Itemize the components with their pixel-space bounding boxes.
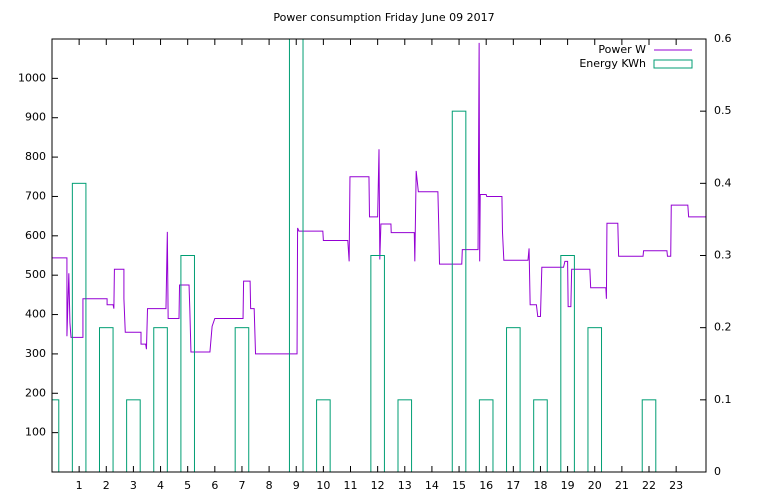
y-tick-label: 800 bbox=[25, 150, 46, 163]
x-tick-label: 13 bbox=[398, 479, 412, 492]
legend-label: Energy KWh bbox=[579, 57, 646, 70]
x-tick-label: 22 bbox=[642, 479, 656, 492]
y2-tick-label: 0.1 bbox=[714, 393, 732, 406]
chart-title: Power consumption Friday June 09 2017 bbox=[273, 11, 494, 24]
energy-bar bbox=[451, 110, 467, 472]
energy-bar bbox=[52, 399, 60, 472]
x-tick-label: 20 bbox=[588, 479, 602, 492]
energy-bar bbox=[180, 255, 195, 472]
x-tick-label: 7 bbox=[238, 479, 245, 492]
energy-bar bbox=[587, 327, 603, 472]
energy-bar bbox=[641, 399, 657, 472]
energy-bar bbox=[153, 327, 168, 472]
x-tick-label: 9 bbox=[293, 479, 300, 492]
energy-bar bbox=[533, 399, 548, 472]
x-tick-label: 23 bbox=[669, 479, 683, 492]
y-tick-label: 900 bbox=[25, 111, 46, 124]
y-tick-label: 200 bbox=[25, 386, 46, 399]
y-tick-label: 400 bbox=[25, 308, 46, 321]
y-tick-label: 500 bbox=[25, 268, 46, 281]
x-tick-label: 19 bbox=[561, 479, 575, 492]
y2-tick-label: 0.6 bbox=[714, 32, 732, 45]
power-line bbox=[52, 42, 706, 355]
energy-bar bbox=[370, 255, 385, 472]
x-tick-label: 3 bbox=[130, 479, 137, 492]
y-tick-label: 100 bbox=[25, 426, 46, 439]
energy-bar bbox=[234, 327, 250, 472]
y2-tick-label: 0.2 bbox=[714, 321, 732, 334]
x-tick-label: 8 bbox=[266, 479, 273, 492]
y2-tick-label: 0.5 bbox=[714, 104, 732, 117]
x-tick-label: 10 bbox=[316, 479, 330, 492]
x-tick-label: 14 bbox=[425, 479, 439, 492]
energy-bar bbox=[560, 255, 575, 472]
x-tick-label: 2 bbox=[103, 479, 110, 492]
energy-bar bbox=[126, 399, 141, 472]
y-tick-label: 700 bbox=[25, 189, 46, 202]
x-tick-label: 17 bbox=[506, 479, 520, 492]
x-tick-label: 1 bbox=[76, 479, 83, 492]
legend-label: Power W bbox=[598, 43, 646, 56]
x-tick-label: 18 bbox=[533, 479, 547, 492]
energy-bar bbox=[71, 182, 87, 472]
x-tick-label: 4 bbox=[157, 479, 164, 492]
energy-bar bbox=[478, 399, 494, 472]
energy-bar bbox=[98, 327, 114, 472]
x-tick-label: 6 bbox=[211, 479, 218, 492]
x-tick-label: 16 bbox=[479, 479, 493, 492]
y-tick-label: 300 bbox=[25, 347, 46, 360]
y-tick-label: 600 bbox=[25, 229, 46, 242]
y2-tick-label: 0.3 bbox=[714, 249, 732, 262]
energy-bar bbox=[288, 39, 304, 472]
y-tick-label: 1000 bbox=[18, 71, 46, 84]
x-tick-label: 15 bbox=[452, 479, 466, 492]
legend-swatch bbox=[653, 59, 693, 69]
y2-tick-label: 0 bbox=[714, 465, 721, 478]
x-tick-label: 5 bbox=[184, 479, 191, 492]
x-tick-label: 11 bbox=[344, 479, 358, 492]
energy-bar bbox=[316, 399, 331, 472]
energy-bar bbox=[506, 327, 521, 472]
plot-area bbox=[52, 39, 706, 472]
energy-bar bbox=[397, 399, 413, 472]
x-tick-label: 21 bbox=[615, 479, 629, 492]
x-tick-label: 12 bbox=[371, 479, 385, 492]
y2-tick-label: 0.4 bbox=[714, 176, 732, 189]
